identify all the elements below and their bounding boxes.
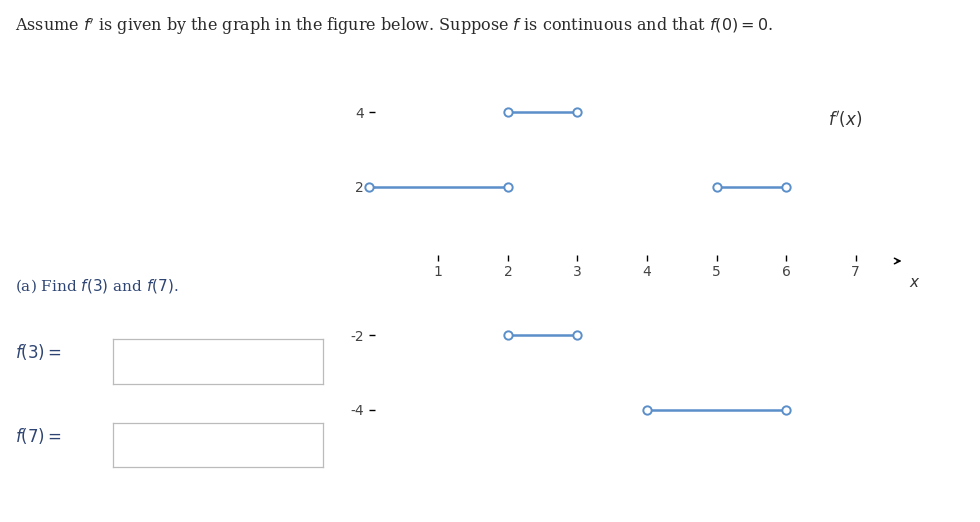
Text: $x$: $x$	[909, 275, 920, 290]
Text: $f(3) =$: $f(3) =$	[15, 342, 62, 362]
Text: Assume $f'$ is given by the graph in the figure below. Suppose $f$ is continuous: Assume $f'$ is given by the graph in the…	[15, 16, 773, 37]
Text: $f(7) =$: $f(7) =$	[15, 426, 62, 446]
Text: (a) Find $f(3)$ and $f(7)$.: (a) Find $f(3)$ and $f(7)$.	[15, 277, 178, 294]
Text: $f'(x)$: $f'(x)$	[828, 110, 862, 130]
